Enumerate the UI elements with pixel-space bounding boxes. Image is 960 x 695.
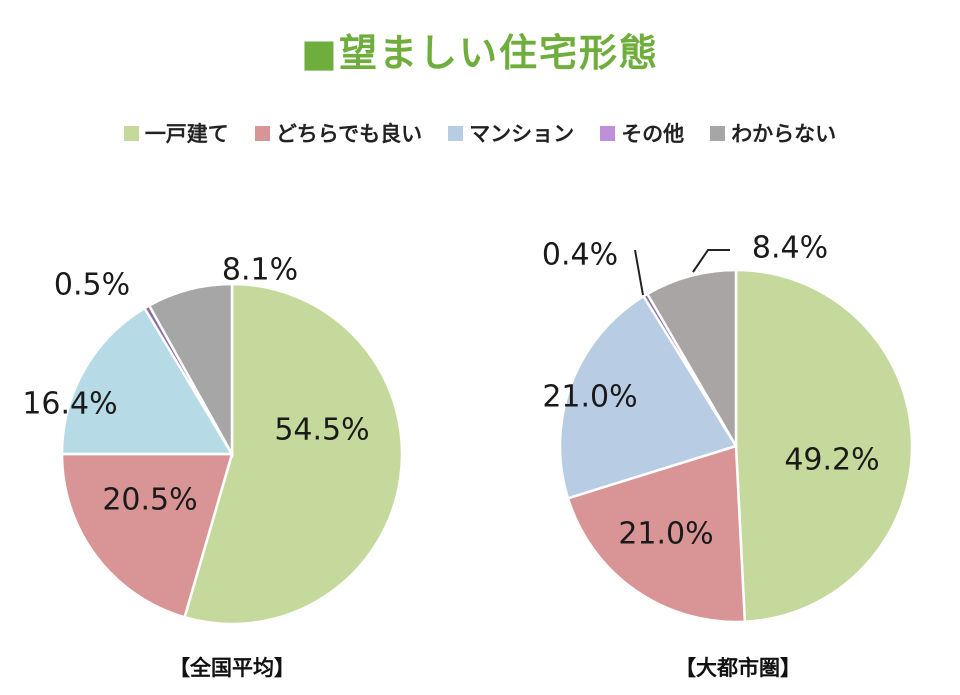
- legend-swatch: [254, 125, 270, 141]
- leader-line: [692, 249, 730, 273]
- pie-chart-national: 54.5% 20.5% 16.4% 0.5% 8.1%: [22, 253, 404, 626]
- legend-item-other: その他: [600, 118, 684, 148]
- data-label: 8.4%: [752, 231, 828, 266]
- legend-swatch: [123, 125, 139, 141]
- legend-label: わからない: [731, 122, 837, 146]
- data-label: 8.1%: [222, 253, 298, 288]
- legend-swatch: [600, 125, 616, 141]
- leader-line: [634, 249, 644, 296]
- pie-slice-1: [60, 452, 234, 619]
- pie-slice-2: [558, 294, 738, 500]
- chart-title: ■望ましい住宅形態: [301, 31, 659, 75]
- legend-item-detached: 一戸建て: [123, 118, 229, 148]
- pie-slice-0: [734, 268, 914, 624]
- data-label: 21.0%: [618, 517, 713, 552]
- legend-label: 一戸建て: [144, 122, 229, 146]
- data-label: 16.4%: [22, 387, 117, 422]
- legend-label: マンション: [469, 122, 575, 146]
- legend-item-condo: マンション: [448, 118, 574, 148]
- data-label: 0.4%: [542, 238, 618, 273]
- legend-label: その他: [621, 122, 685, 146]
- data-label: 20.5%: [102, 483, 197, 518]
- pie-slice-2: [60, 306, 235, 456]
- caption-national: 【全国平均】: [169, 656, 295, 680]
- pie-slice-4: [147, 282, 234, 459]
- legend-item-unknown: わからない: [710, 118, 836, 148]
- data-label: 21.0%: [542, 380, 637, 415]
- legend-label: どちらでも良い: [275, 122, 423, 146]
- pie-chart-metro: 49.2% 21.0% 21.0% 0.4% 8.4%: [542, 231, 914, 624]
- data-label: 49.2%: [784, 443, 879, 478]
- pie-slice-0: [183, 282, 404, 626]
- legend-swatch: [710, 125, 726, 141]
- pie-slice-1: [566, 444, 747, 624]
- data-label: 54.5%: [274, 413, 369, 448]
- legend-item-either: どちらでも良い: [254, 118, 423, 148]
- legend: 一戸建て どちらでも良い マンション その他 わからない: [0, 118, 960, 148]
- caption-metro: 【大都市圏】: [675, 656, 801, 680]
- pie-slice-4: [645, 268, 738, 451]
- legend-swatch: [448, 125, 464, 141]
- data-label: 0.5%: [54, 268, 130, 303]
